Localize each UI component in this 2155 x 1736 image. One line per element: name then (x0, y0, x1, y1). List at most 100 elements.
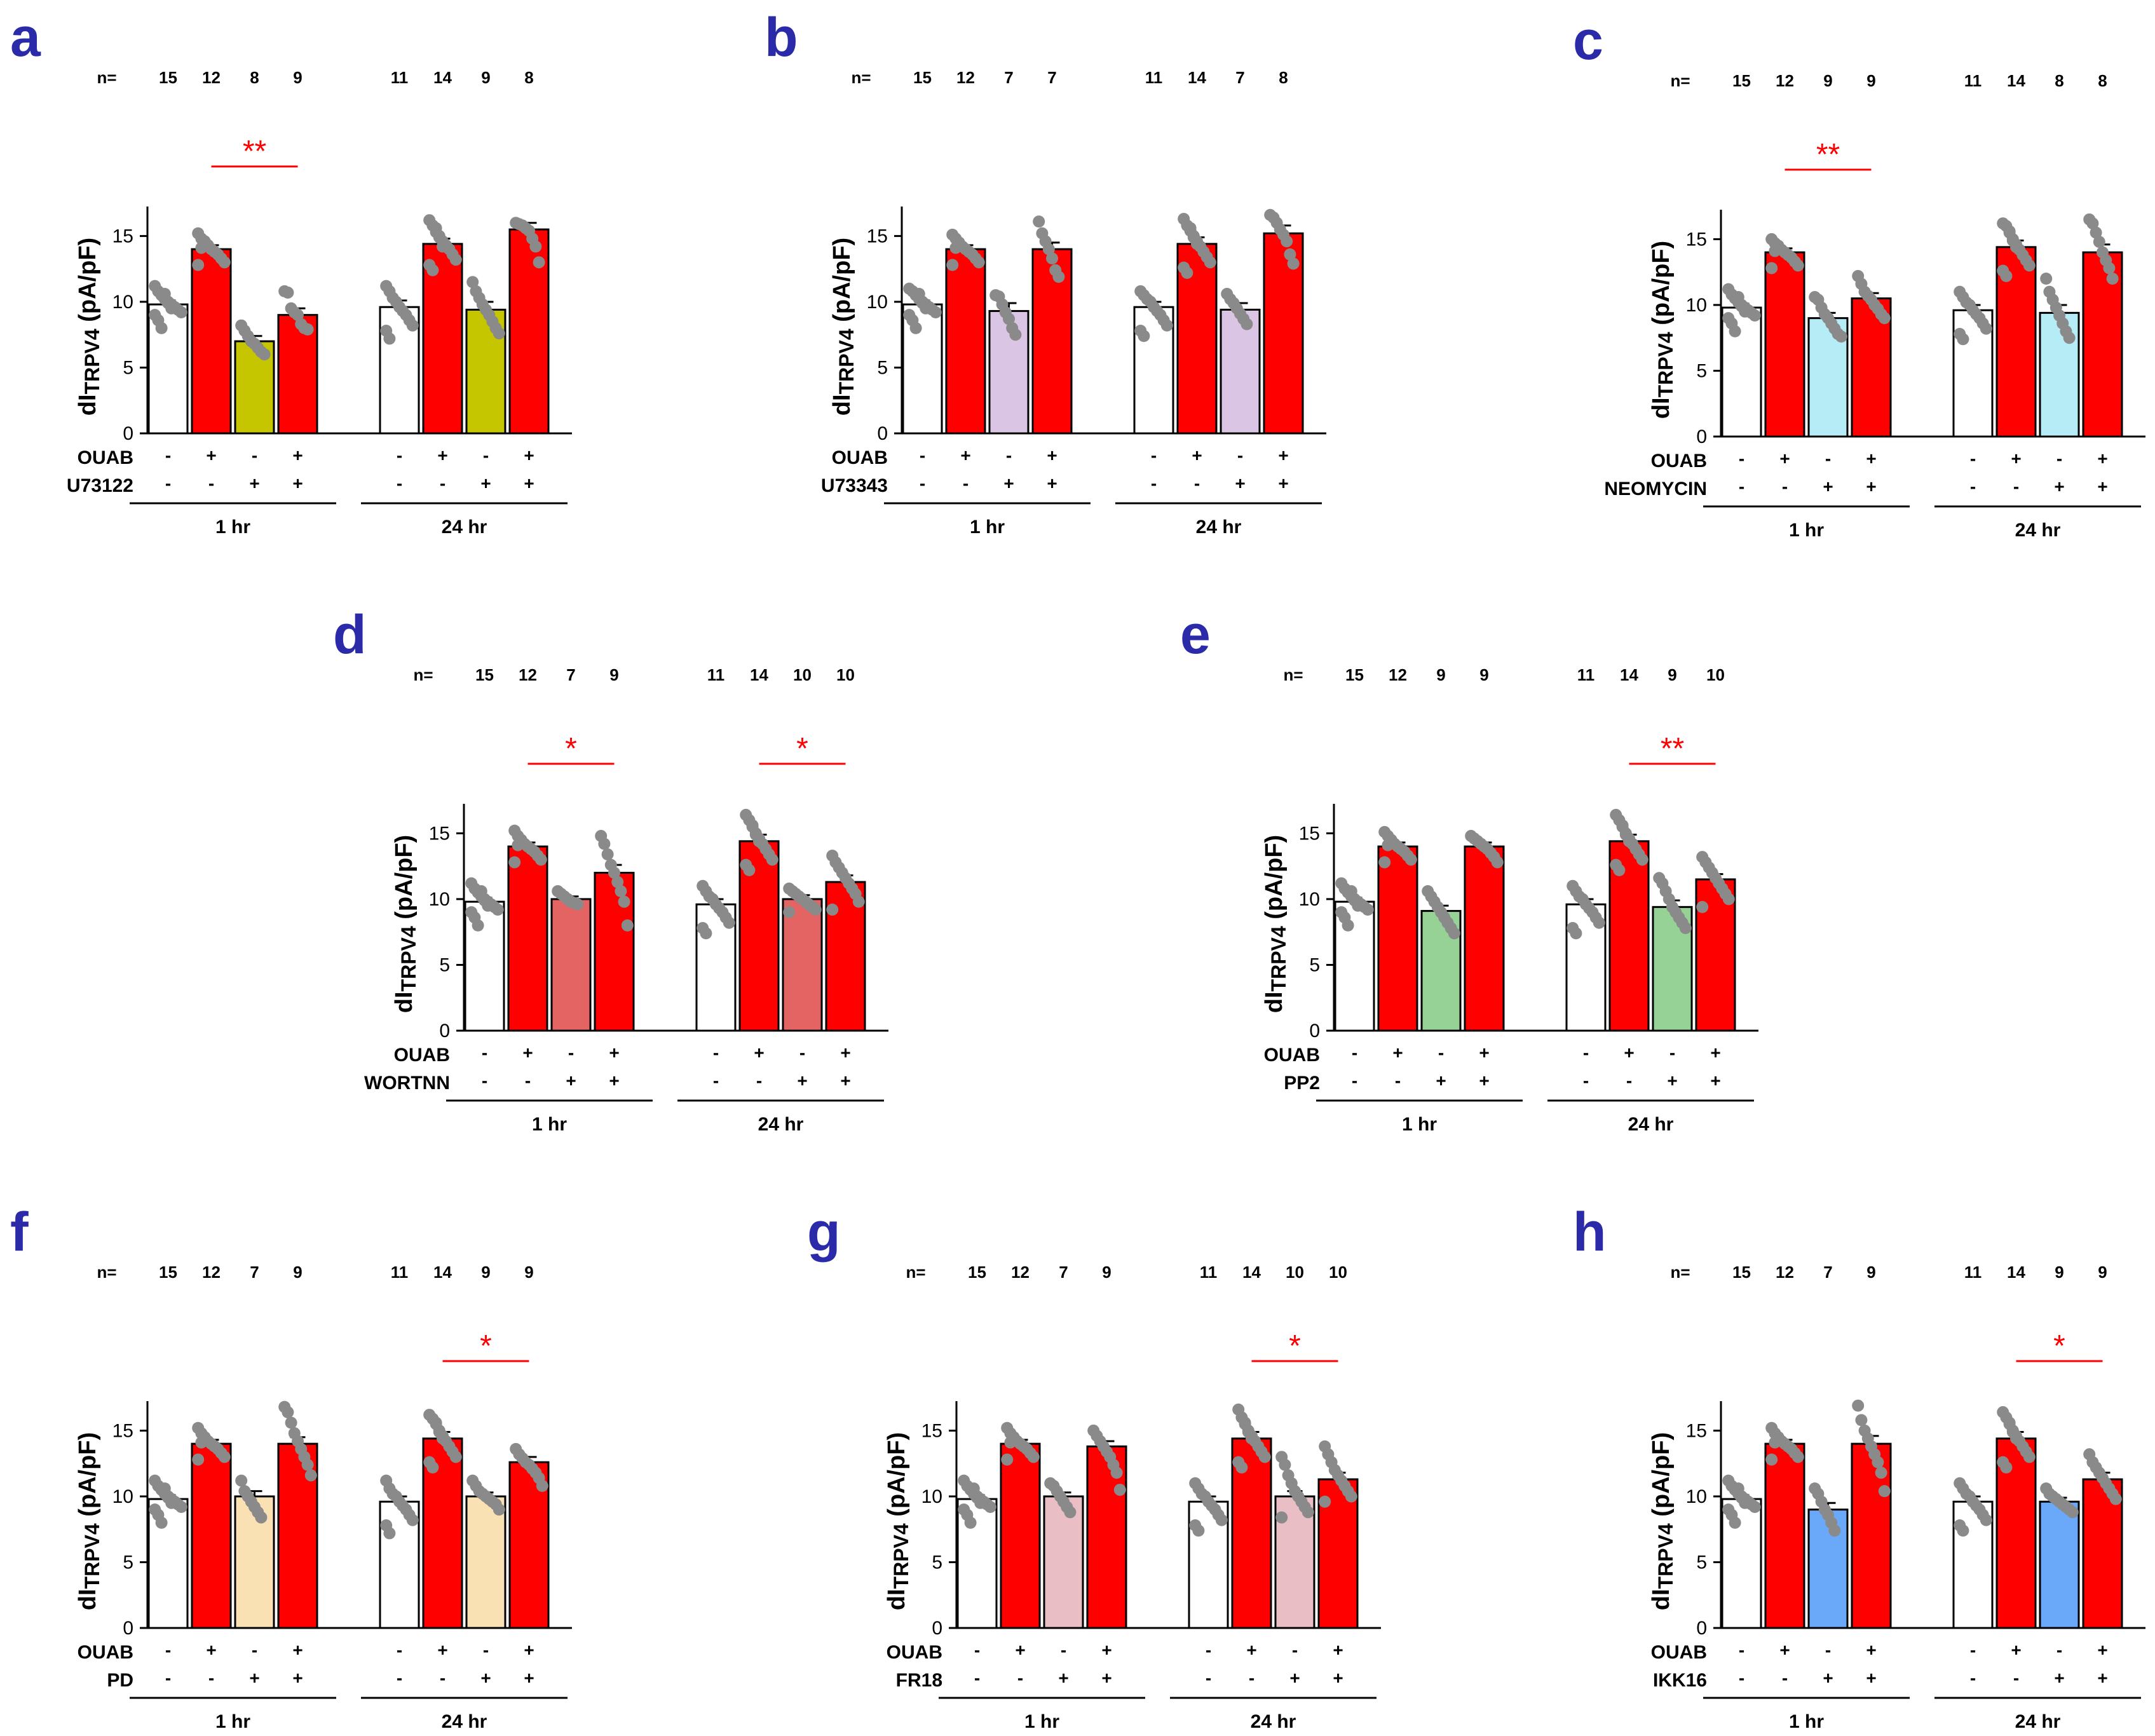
treatment-sign: + (960, 445, 970, 465)
bar (782, 898, 823, 1032)
bar (594, 872, 635, 1032)
treatment-sign: - (252, 1640, 257, 1660)
data-point (809, 904, 822, 916)
data-point (972, 256, 985, 269)
significance-marker: * (2053, 1329, 2065, 1363)
group-label: 1 hr (1402, 1114, 1437, 1135)
treatment-sign: - (1206, 1640, 1211, 1660)
data-point (598, 837, 611, 850)
treatment-sign: + (1479, 1043, 1489, 1062)
y-axis-label-unit: (pA/pF) (1648, 241, 1675, 332)
treatment-sign: + (1278, 445, 1288, 465)
n-value: 7 (566, 665, 575, 684)
panel-label-b: b (765, 7, 798, 68)
y-axis-label-unit: (pA/pF) (391, 835, 418, 926)
treatment-sign: + (292, 1640, 303, 1660)
data-point (218, 256, 231, 269)
data-point (2090, 226, 2102, 239)
y-axis-label-subscript: TRPV4 (81, 1523, 104, 1589)
data-point (466, 276, 479, 288)
treatment-sign: - (1739, 449, 1744, 468)
treatment-sign: + (1436, 1071, 1446, 1090)
treatment-sign: - (440, 473, 445, 493)
data-point (1204, 256, 1216, 269)
bar (1220, 308, 1261, 435)
bar (1031, 248, 1073, 435)
treatment-sign: - (920, 473, 925, 493)
treatment-sign: + (1101, 1640, 1111, 1660)
data-point (1113, 1484, 1126, 1496)
treatment-row-label: OUAB (394, 1045, 450, 1066)
data-point (1739, 1496, 1751, 1509)
y-axis-label-unit: (pA/pF) (74, 238, 101, 329)
y-tick-label: 15 (1686, 1420, 1707, 1441)
treatment-sign: - (1825, 449, 1831, 468)
n-value: 7 (1004, 68, 1013, 87)
n-value: 7 (1235, 68, 1244, 87)
data-point (1980, 322, 1992, 335)
bar (1464, 845, 1505, 1032)
n-value: 14 (433, 68, 452, 87)
data-point (534, 853, 547, 866)
treatment-sign: - (525, 1071, 531, 1090)
treatment-sign: + (249, 1668, 259, 1688)
treatment-sign: + (1235, 473, 1245, 493)
treatment-sign: - (397, 445, 402, 465)
data-point (1184, 222, 1197, 234)
y-tick-label: 10 (867, 292, 888, 313)
data-point (1732, 291, 1744, 304)
bar (507, 845, 548, 1032)
treatment-row-label: WORTNN (364, 1073, 450, 1094)
n-value: 11 (707, 665, 725, 684)
significance-marker: * (565, 732, 577, 766)
data-point (1385, 834, 1397, 846)
data-point (852, 895, 865, 908)
data-point (282, 286, 294, 299)
data-point (967, 1482, 980, 1495)
data-point (430, 222, 442, 234)
data-point (155, 1516, 168, 1529)
data-point (826, 904, 839, 916)
n-value: 9 (2055, 1263, 2063, 1282)
treatment-row-label: FR18 (896, 1670, 942, 1691)
treatment-sign: + (292, 473, 303, 493)
y-tick-label: 0 (932, 1618, 942, 1639)
n-value: 9 (1866, 71, 1875, 90)
treatment-sign: - (1970, 1640, 1976, 1660)
data-point (1448, 927, 1460, 940)
treatment-sign: - (974, 1668, 980, 1688)
data-point (1765, 262, 1778, 275)
treatment-sign: - (165, 1640, 171, 1660)
y-axis-label-subscript: TRPV4 (1654, 332, 1677, 397)
group-label: 24 hr (1251, 1711, 1296, 1732)
y-tick-label: 5 (932, 1552, 942, 1573)
treatment-sign: - (252, 445, 257, 465)
data-point (1404, 853, 1417, 866)
data-point (383, 1527, 396, 1540)
data-point (175, 306, 187, 319)
data-point (282, 1406, 294, 1418)
treatment-sign: + (1710, 1043, 1720, 1062)
n-equals-label: n= (1283, 665, 1303, 684)
treatment-sign: + (437, 445, 447, 465)
y-tick-label: 0 (877, 423, 888, 444)
data-point (508, 856, 521, 869)
data-point (1361, 904, 1374, 916)
data-point (1287, 257, 1300, 270)
y-tick-label: 15 (429, 823, 450, 844)
data-point (536, 1479, 548, 1492)
treatment-sign: - (482, 1071, 487, 1090)
y-axis-label-main: dI (74, 1589, 101, 1610)
treatment-sign: - (1970, 449, 1976, 468)
data-point (1875, 1467, 1887, 1479)
treatment-sign: - (1151, 473, 1157, 493)
y-tick-label: 15 (1686, 229, 1707, 250)
treatment-sign: + (840, 1071, 850, 1090)
y-tick-label: 0 (439, 1021, 450, 1041)
data-point (946, 259, 959, 271)
n-equals-label: n= (1670, 1263, 1690, 1282)
data-point (1235, 1461, 1248, 1474)
data-point (1491, 856, 1504, 869)
significance-marker: * (796, 732, 808, 766)
treatment-sign: - (1438, 1043, 1444, 1062)
